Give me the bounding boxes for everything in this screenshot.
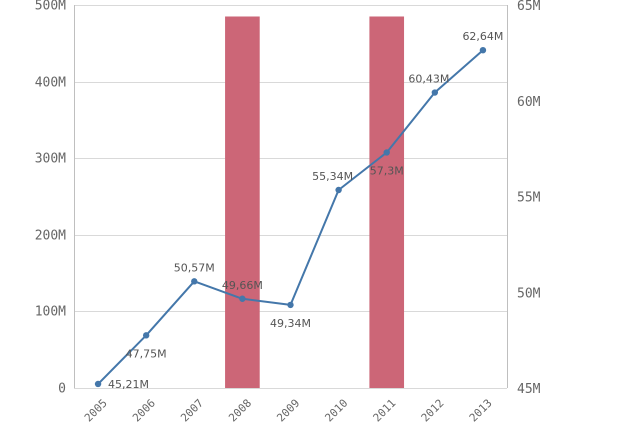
y-left-tick-label: 100M xyxy=(35,305,66,320)
x-tick-label: 2007 xyxy=(178,397,206,425)
x-tick-label: 2005 xyxy=(82,397,110,425)
y-left-tick-label: 200M xyxy=(35,229,66,244)
y-left-tick-label: 300M xyxy=(35,152,66,167)
data-point xyxy=(239,295,246,302)
bar xyxy=(369,16,405,389)
data-point xyxy=(335,186,342,194)
data-point xyxy=(431,89,439,96)
y-right-tick-label: 55M xyxy=(517,191,541,206)
y-right-tick-label: 50M xyxy=(517,286,541,301)
x-tick-label: 2010 xyxy=(322,397,350,425)
data-label: 55,34M xyxy=(312,170,353,183)
bar xyxy=(225,16,260,389)
x-tick-label: 2008 xyxy=(226,397,254,425)
data-label: 47,75M xyxy=(126,347,167,360)
data-point xyxy=(142,332,150,339)
series-line xyxy=(97,49,484,385)
x-tick-label: 2006 xyxy=(130,397,158,425)
y-right-tick-label: 65M xyxy=(517,0,541,14)
data-point xyxy=(383,149,390,156)
data-label: 45,21M xyxy=(108,378,149,391)
data-label: 60,43M xyxy=(408,73,449,86)
x-tick-label: 2012 xyxy=(419,397,447,425)
x-tick-label: 2009 xyxy=(274,397,302,425)
data-label: 49,34M xyxy=(270,317,311,330)
data-label: 62,64M xyxy=(462,30,503,43)
data-point xyxy=(94,380,102,388)
x-tick-label: 2013 xyxy=(467,397,495,425)
data-point xyxy=(191,278,198,285)
data-label: 57,3M xyxy=(370,164,404,177)
data-label: 50,57M xyxy=(174,261,215,274)
data-label: 49,66M xyxy=(222,279,263,292)
data-point xyxy=(479,46,487,54)
y-right-tick-label: 60M xyxy=(517,95,541,110)
x-tick-label: 2011 xyxy=(371,397,399,425)
y-right-tick-label: 45M xyxy=(517,382,541,397)
y-left-tick-label: 500M xyxy=(35,0,66,14)
y-left-tick-label: 0 xyxy=(58,382,66,397)
y-left-tick-label: 400M xyxy=(35,76,66,91)
data-point xyxy=(287,301,294,309)
